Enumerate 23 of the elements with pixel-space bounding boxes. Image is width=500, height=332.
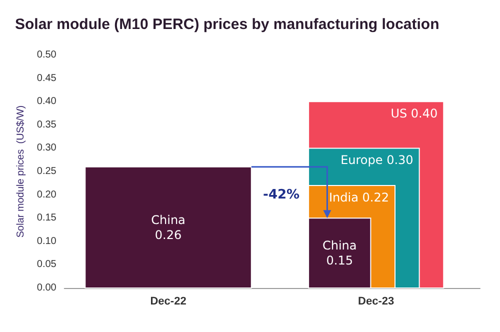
y-axis-title: Solar module prices (US$/W)	[16, 105, 26, 238]
text: India 0.22	[329, 190, 389, 204]
x-tick-label: Dec-23	[358, 296, 394, 308]
y-tick-label: 0.10	[36, 236, 57, 247]
text: US 0.40	[390, 106, 438, 121]
data-label: 0.15	[326, 254, 353, 268]
data-label: 0.26	[154, 228, 182, 242]
text: China	[151, 212, 186, 227]
y-tick-label: 0.50	[36, 50, 57, 60]
y-tick-label: 0.30	[36, 142, 57, 154]
y-tick-label: 0.45	[36, 72, 57, 84]
annotation: -42%	[263, 187, 300, 202]
chart-title: Solar module (M10 PERC) prices by manufacturing location	[15, 16, 440, 33]
y-tick-label: 0.20	[36, 189, 57, 200]
y-tick-label: 0.15	[36, 212, 57, 224]
y-tick-label: 0.35	[36, 119, 57, 130]
y-tick-label: 0.05	[36, 259, 57, 270]
y-tick-label: 0.40	[36, 96, 57, 108]
y-tick-label: 0.00	[36, 282, 57, 294]
text: Europe 0.30	[340, 153, 414, 168]
series-label: China	[322, 238, 357, 253]
x-tick-label: Dec-22	[150, 296, 186, 308]
y-tick-label: 0.25	[36, 166, 57, 177]
